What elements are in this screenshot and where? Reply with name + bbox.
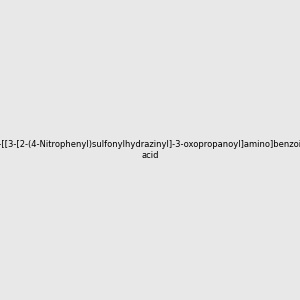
Text: 2-[[3-[2-(4-Nitrophenyl)sulfonylhydrazinyl]-3-oxopropanoyl]amino]benzoic acid: 2-[[3-[2-(4-Nitrophenyl)sulfonylhydrazin… <box>0 140 300 160</box>
